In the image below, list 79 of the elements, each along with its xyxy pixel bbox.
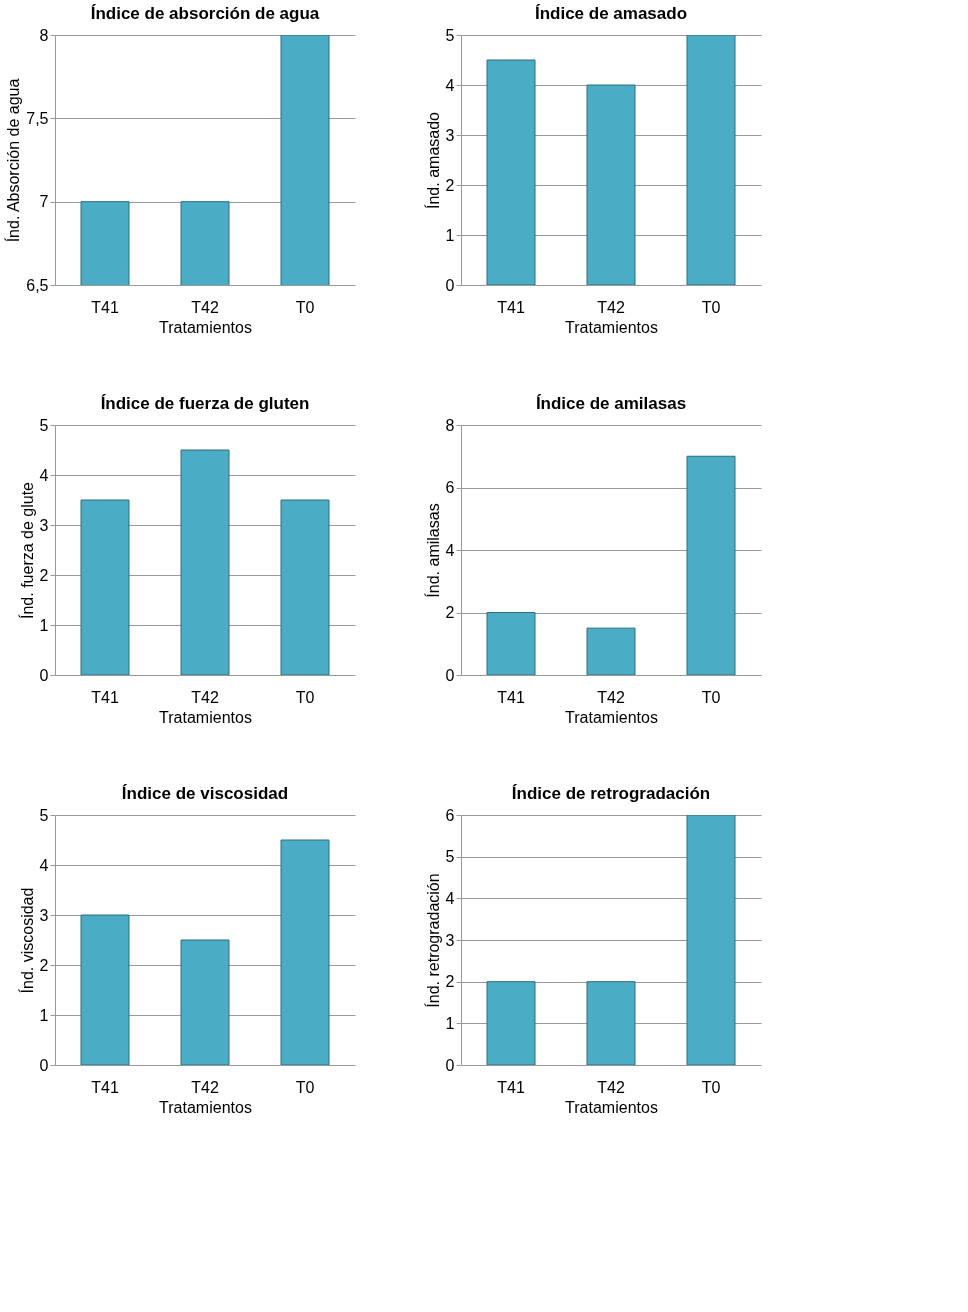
y-tick-label: 2 xyxy=(445,973,455,991)
y-tick-label: 0 xyxy=(39,666,49,684)
y-tick-label: 2 xyxy=(445,604,455,621)
bar xyxy=(280,839,330,1065)
x-tick-label: T0 xyxy=(295,298,315,316)
x-axis-title: Tratamientos xyxy=(565,318,658,336)
x-tick-label: T41 xyxy=(91,298,119,316)
y-axis-title: Índ. amasado xyxy=(423,111,442,209)
chart-title: Índice de absorción de agua xyxy=(90,4,320,23)
x-tick-label: T0 xyxy=(295,688,315,706)
y-tick-label: 2 xyxy=(445,176,455,194)
x-tick-label: T41 xyxy=(91,688,119,706)
x-tick-label: T42 xyxy=(191,688,219,706)
y-tick-label: 4 xyxy=(39,856,49,874)
y-tick-label: 5 xyxy=(39,806,49,824)
y-tick-label: 8 xyxy=(445,416,455,434)
y-tick-label: 8 xyxy=(39,26,49,44)
y-axis-title: Índ. retrogradación xyxy=(423,873,442,1008)
y-tick-label: 2 xyxy=(39,956,49,974)
y-tick-label: 5 xyxy=(445,848,455,866)
x-tick-label: T42 xyxy=(191,1078,219,1096)
y-tick-label: 3 xyxy=(445,931,455,949)
y-axis-title: Índ. amilasas xyxy=(423,503,442,598)
bar xyxy=(686,35,736,285)
y-tick-label: 6,5 xyxy=(26,276,49,294)
y-tick-label: 3 xyxy=(445,126,455,144)
x-tick-label: T42 xyxy=(597,688,625,706)
y-tick-label: 7,5 xyxy=(26,109,49,127)
x-tick-label: T0 xyxy=(701,688,721,706)
bar xyxy=(486,59,536,285)
x-tick-label: T0 xyxy=(701,298,721,316)
y-axis-title: Índ. fuerza de glute xyxy=(17,481,36,619)
y-tick-label: 2 xyxy=(39,566,49,584)
x-axis-title: Tratamientos xyxy=(159,1098,252,1116)
chart-title: Índice de viscosidad xyxy=(121,784,289,803)
x-axis-title: Tratamientos xyxy=(159,708,252,726)
x-tick-label: T42 xyxy=(597,1078,625,1096)
x-tick-label: T42 xyxy=(191,298,219,316)
y-tick-label: 7 xyxy=(39,193,49,211)
y-tick-label: 6 xyxy=(445,806,455,824)
y-tick-label: 0 xyxy=(445,276,455,294)
chart-title: Índice de amasado xyxy=(534,4,688,23)
bar xyxy=(586,84,636,285)
y-tick-label: 6 xyxy=(445,479,455,496)
x-axis-title: Tratamientos xyxy=(159,318,252,336)
bar xyxy=(586,627,636,675)
x-tick-label: T0 xyxy=(295,1078,315,1096)
bar xyxy=(486,612,536,675)
bar xyxy=(80,914,130,1065)
x-axis-title: Tratamientos xyxy=(565,1098,658,1116)
y-axis-title: Índ. Absorción de agua xyxy=(4,78,23,243)
x-tick-label: T41 xyxy=(497,1078,525,1096)
x-tick-label: T42 xyxy=(597,298,625,316)
y-tick-label: 3 xyxy=(39,906,49,924)
y-tick-label: 5 xyxy=(39,416,49,434)
x-tick-label: T41 xyxy=(91,1078,119,1096)
chart-title: Índice de amilasas xyxy=(535,394,687,413)
y-tick-label: 4 xyxy=(445,541,455,559)
chart-title: Índice de fuerza de gluten xyxy=(100,394,310,413)
y-tick-label: 0 xyxy=(445,666,455,684)
y-tick-label: 1 xyxy=(445,226,455,244)
y-tick-label: 0 xyxy=(39,1056,49,1074)
y-axis-title: Índ. viscosidad xyxy=(17,887,36,994)
y-tick-label: 1 xyxy=(39,1006,49,1024)
y-tick-label: 5 xyxy=(445,26,455,44)
x-tick-label: T41 xyxy=(497,688,525,706)
y-tick-label: 1 xyxy=(39,616,49,634)
y-tick-label: 0 xyxy=(445,1056,455,1074)
y-tick-label: 4 xyxy=(445,76,455,94)
chart-title: Índice de retrogradación xyxy=(511,784,711,803)
x-axis-title: Tratamientos xyxy=(565,708,658,726)
y-tick-label: 4 xyxy=(445,889,455,907)
x-tick-label: T41 xyxy=(497,298,525,316)
y-tick-label: 3 xyxy=(39,516,49,534)
bar xyxy=(180,939,230,1065)
y-tick-label: 4 xyxy=(39,466,49,484)
y-tick-label: 1 xyxy=(445,1014,455,1032)
x-tick-label: T0 xyxy=(701,1078,721,1096)
bar xyxy=(686,455,736,675)
